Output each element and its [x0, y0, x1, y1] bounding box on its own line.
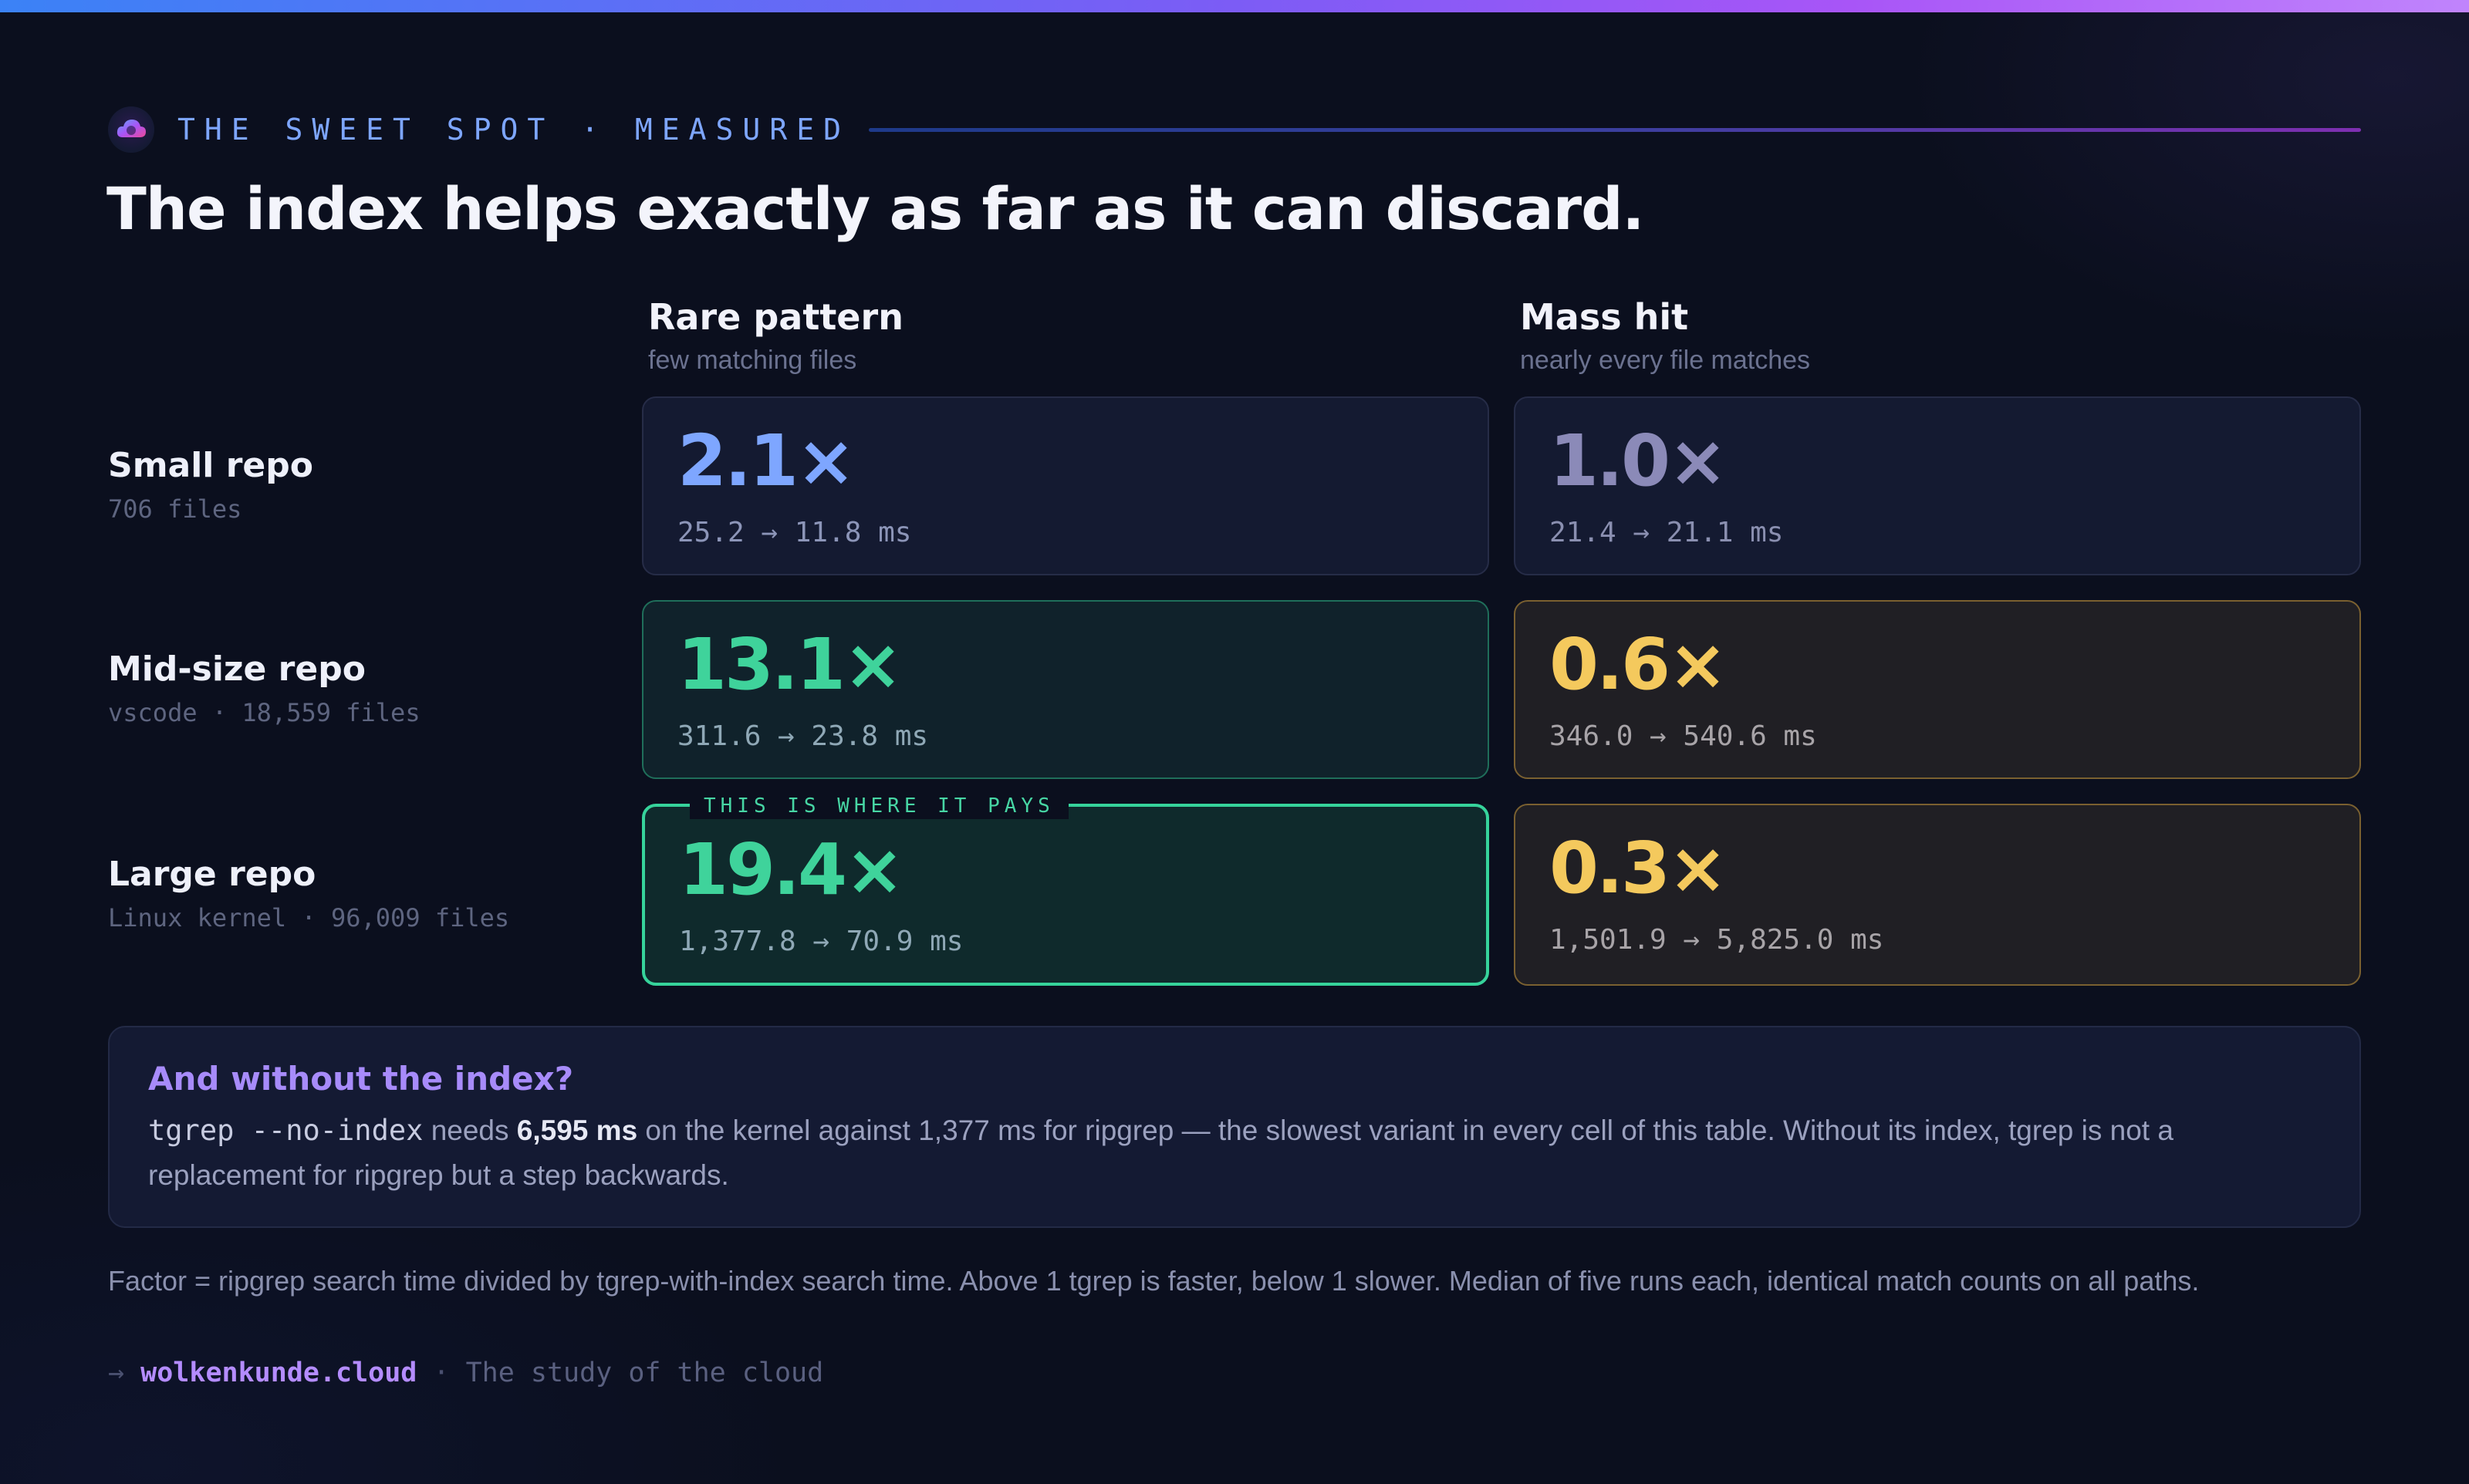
highlight-tag: THIS IS WHERE IT PAYS	[690, 793, 1069, 819]
kicker-divider	[868, 127, 2361, 132]
cell-small-rare: 2.1× 25.2 → 11.8 ms	[642, 396, 1489, 575]
column-subtitle: nearly every file matches	[1520, 346, 1811, 375]
timing: 1,377.8 → 70.9 ms	[679, 926, 964, 957]
cell-small-mass: 1.0× 21.4 → 21.1 ms	[1514, 396, 2361, 575]
speed-factor: 2.1×	[677, 420, 856, 502]
row-title: Mid-size repo	[108, 649, 366, 689]
kicker-label: THE SWEET SPOT · MEASURED	[177, 113, 850, 147]
row-header-large: Large repo Linux kernel · 96,009 files	[108, 855, 509, 933]
note-title: And without the index?	[148, 1060, 574, 1098]
column-subtitle: few matching files	[648, 346, 857, 375]
row-title: Large repo	[108, 855, 316, 894]
footnote: Factor = ripgrep search time divided by …	[108, 1265, 2200, 1297]
timing: 311.6 → 23.8 ms	[677, 720, 929, 752]
note-emphasis: 6,595 ms	[516, 1115, 638, 1146]
note-callout: And without the index? tgrep --no-index …	[108, 1026, 2361, 1228]
speed-factor: 0.3×	[1549, 827, 1728, 909]
speed-factor: 13.1×	[677, 623, 903, 706]
row-subtitle: Linux kernel · 96,009 files	[108, 903, 510, 933]
speed-factor: 0.6×	[1549, 623, 1728, 706]
brand-link[interactable]: wolkenkunde.cloud	[140, 1358, 417, 1388]
row-header-mid: Mid-size repo vscode · 18,559 files	[108, 649, 421, 727]
timing: 25.2 → 11.8 ms	[677, 517, 912, 548]
page-title: The index helps exactly as far as it can…	[106, 174, 1644, 243]
cell-large-rare: THIS IS WHERE IT PAYS 19.4× 1,377.8 → 70…	[642, 793, 1489, 986]
cloud-icon	[108, 106, 154, 153]
column-header-rare: Rare pattern few matching files	[648, 296, 903, 376]
arrow-icon: →	[108, 1358, 125, 1388]
speed-factor: 19.4×	[679, 828, 904, 911]
column-title: Rare pattern	[648, 296, 903, 338]
note-body: tgrep --no-index needs 6,595 ms on the k…	[148, 1108, 2321, 1198]
cell-large-mass: 0.3× 1,501.9 → 5,825.0 ms	[1514, 804, 2361, 986]
signature: → wolkenkunde.cloud · The study of the c…	[108, 1358, 823, 1388]
note-text: needs	[423, 1115, 517, 1146]
row-header-small: Small repo 706 files	[108, 446, 313, 524]
row-subtitle: vscode · 18,559 files	[108, 698, 421, 727]
speed-factor: 1.0×	[1549, 420, 1728, 502]
row-subtitle: 706 files	[108, 494, 242, 524]
note-command: tgrep --no-index	[148, 1114, 424, 1147]
tagline: The study of the cloud	[465, 1358, 824, 1388]
kicker-row: THE SWEET SPOT · MEASURED	[108, 105, 2361, 154]
cell-mid-rare: 13.1× 311.6 → 23.8 ms	[642, 600, 1489, 779]
timing: 346.0 → 540.6 ms	[1549, 720, 1817, 752]
column-title: Mass hit	[1520, 296, 1689, 338]
separator: ·	[417, 1358, 466, 1388]
row-title: Small repo	[108, 446, 313, 485]
timing: 1,501.9 → 5,825.0 ms	[1549, 924, 1884, 956]
column-header-mass: Mass hit nearly every file matches	[1520, 296, 1810, 376]
note-text: on the kernel against 1,377 ms for ripgr…	[148, 1115, 2173, 1191]
timing: 21.4 → 21.1 ms	[1549, 517, 1784, 548]
top-gradient-bar	[0, 0, 2469, 12]
cell-mid-mass: 0.6× 346.0 → 540.6 ms	[1514, 600, 2361, 779]
